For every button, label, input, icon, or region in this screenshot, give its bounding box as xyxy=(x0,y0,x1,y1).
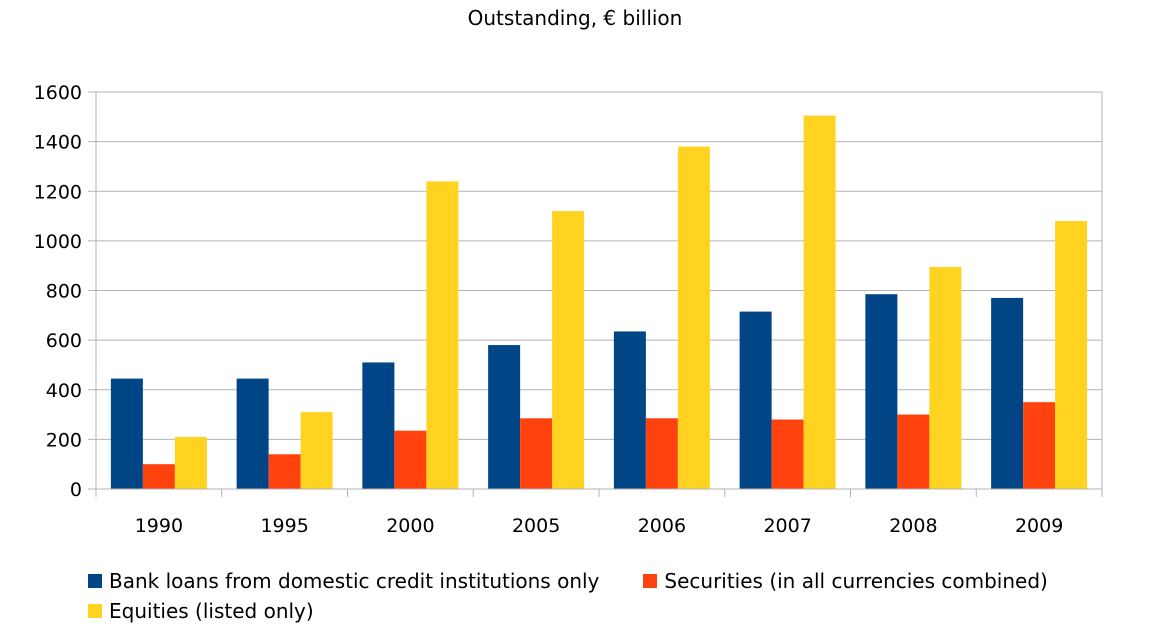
bar-bank-loans-2007 xyxy=(739,311,772,489)
chart-plot: 0 200 400 600 800 1000 1200 1400 1600 1990 1995 200… xyxy=(34,82,1103,537)
bar-equities-2000 xyxy=(426,181,459,489)
bar-equities-2006 xyxy=(677,146,710,489)
legend-row-1: Bank loans from domestic credit institut… xyxy=(88,566,1150,596)
bar-securities-1990 xyxy=(142,464,175,489)
chart-title: Outstanding, € billion xyxy=(467,6,683,30)
legend-label-securities: Securities (in all currencies combined) xyxy=(664,569,1048,593)
legend-row-2: Equities (listed only) xyxy=(88,596,1150,626)
bar-bank-loans-1995 xyxy=(236,378,269,489)
bar-bank-loans-2005 xyxy=(488,345,521,489)
bars xyxy=(110,115,1088,490)
bar-bank-loans-2008 xyxy=(865,294,898,489)
x-tick-label: 1995 xyxy=(260,515,308,537)
bar-securities-2000 xyxy=(394,430,427,489)
x-tick-label: 2008 xyxy=(889,515,937,537)
bar-equities-2008 xyxy=(929,266,962,489)
bar-securities-2005 xyxy=(520,418,553,489)
legend-item-bank-loans: Bank loans from domestic credit institut… xyxy=(88,569,599,593)
axes xyxy=(88,91,1103,497)
bar-bank-loans-2000 xyxy=(362,362,395,489)
y-tick-label: 200 xyxy=(46,429,82,451)
legend-label-equities: Equities (listed only) xyxy=(109,599,314,623)
bar-securities-2007 xyxy=(771,419,804,489)
tick-labels: 0 200 400 600 800 1000 1200 1400 1600 1990 1995 200… xyxy=(34,82,1064,537)
bar-bank-loans-1990 xyxy=(110,378,143,489)
y-tick-label: 1000 xyxy=(34,231,82,253)
x-tick-label: 2007 xyxy=(763,515,811,537)
y-tick-label: 800 xyxy=(46,281,82,303)
legend-item-equities: Equities (listed only) xyxy=(88,599,314,623)
bar-bank-loans-2006 xyxy=(613,331,646,489)
bar-equities-2007 xyxy=(803,115,836,490)
bar-securities-2008 xyxy=(897,414,930,489)
x-tick-label: 2000 xyxy=(386,515,434,537)
bar-securities-2006 xyxy=(645,418,678,489)
legend-swatch-securities xyxy=(643,574,658,588)
y-tick-label: 0 xyxy=(70,479,82,501)
legend: Bank loans from domestic credit institut… xyxy=(88,566,1150,626)
bar-securities-2009 xyxy=(1023,402,1056,489)
x-tick-label: 2006 xyxy=(638,515,686,537)
bar-securities-1995 xyxy=(268,454,301,489)
bar-equities-2005 xyxy=(552,211,585,489)
bar-equities-1990 xyxy=(174,436,207,489)
x-tick-label: 2005 xyxy=(512,515,560,537)
x-tick-label: 1990 xyxy=(135,515,183,537)
bar-equities-2009 xyxy=(1055,221,1088,489)
legend-swatch-equities xyxy=(88,604,102,618)
y-tick-label: 600 xyxy=(46,330,82,352)
y-tick-label: 1200 xyxy=(34,181,82,203)
x-tick-label: 2009 xyxy=(1015,515,1063,537)
legend-item-securities: Securities (in all currencies combined) xyxy=(643,569,1048,593)
y-tick-label: 1600 xyxy=(34,82,82,104)
y-tick-label: 1400 xyxy=(34,132,82,154)
legend-swatch-bank-loans xyxy=(88,574,102,588)
legend-label-bank-loans: Bank loans from domestic credit institut… xyxy=(109,569,600,593)
bar-bank-loans-2009 xyxy=(991,297,1024,489)
y-tick-label: 400 xyxy=(46,380,82,402)
bar-equities-1995 xyxy=(300,412,333,489)
